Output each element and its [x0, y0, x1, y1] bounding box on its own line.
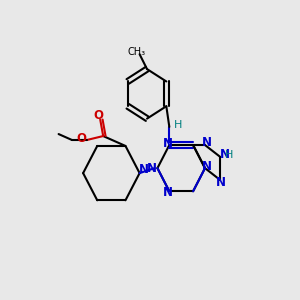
- Text: N: N: [220, 148, 230, 161]
- Text: N: N: [147, 162, 157, 175]
- Text: N: N: [163, 137, 173, 150]
- Text: H: H: [225, 150, 233, 160]
- Text: N: N: [202, 160, 212, 173]
- Text: O: O: [76, 132, 86, 145]
- Text: N: N: [202, 136, 212, 149]
- Text: N: N: [216, 176, 226, 189]
- Text: N: N: [163, 186, 173, 200]
- Text: CH₃: CH₃: [128, 46, 146, 57]
- Text: O: O: [94, 109, 104, 122]
- Text: H: H: [173, 120, 182, 130]
- Text: N: N: [139, 163, 149, 176]
